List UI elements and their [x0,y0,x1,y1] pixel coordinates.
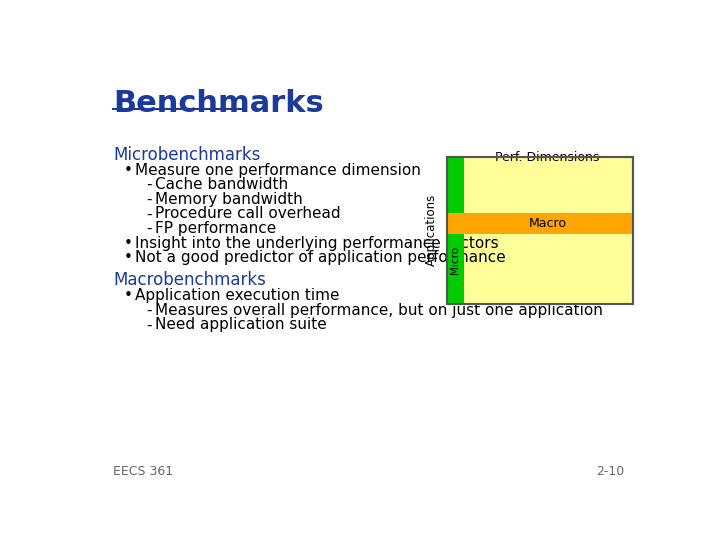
Bar [446,213,632,234]
Text: -: - [145,192,151,207]
Text: Measures overall performance, but on just one application: Measures overall performance, but on jus… [155,303,603,318]
Text: •: • [124,251,133,265]
Text: Macrobenchmarks: Macrobenchmarks [113,271,266,289]
Text: •: • [124,163,133,178]
Text: Application execution time: Application execution time [135,288,339,303]
Text: •: • [124,288,133,303]
Text: Applications: Applications [425,194,438,266]
Text: Perf. Dimensions: Perf. Dimensions [495,151,600,164]
Text: Need application suite: Need application suite [155,318,327,332]
Text: -: - [145,318,151,332]
Text: Insight into the underlying performance factors: Insight into the underlying performance … [135,236,498,251]
Text: Micro: Micro [450,246,460,274]
Text: EECS 361: EECS 361 [113,465,174,478]
Text: Memory bandwidth: Memory bandwidth [155,192,303,207]
Text: Macro: Macro [529,217,567,230]
Text: 2-10: 2-10 [596,465,625,478]
Text: Not a good predictor of application performance: Not a good predictor of application perf… [135,251,505,265]
Text: FP performance: FP performance [155,221,276,236]
Text: Measure one performance dimension: Measure one performance dimension [135,163,420,178]
Bar [446,157,464,303]
Text: Benchmarks: Benchmarks [113,90,324,118]
Text: Procedure call overhead: Procedure call overhead [155,206,341,221]
Text: Cache bandwidth: Cache bandwidth [155,177,288,192]
Text: -: - [145,221,151,236]
Text: -: - [145,303,151,318]
Text: -: - [145,206,151,221]
Bar [446,157,632,303]
Text: •: • [124,236,133,251]
Bar [446,157,632,303]
Text: -: - [145,177,151,192]
Text: Microbenchmarks: Microbenchmarks [113,146,261,164]
